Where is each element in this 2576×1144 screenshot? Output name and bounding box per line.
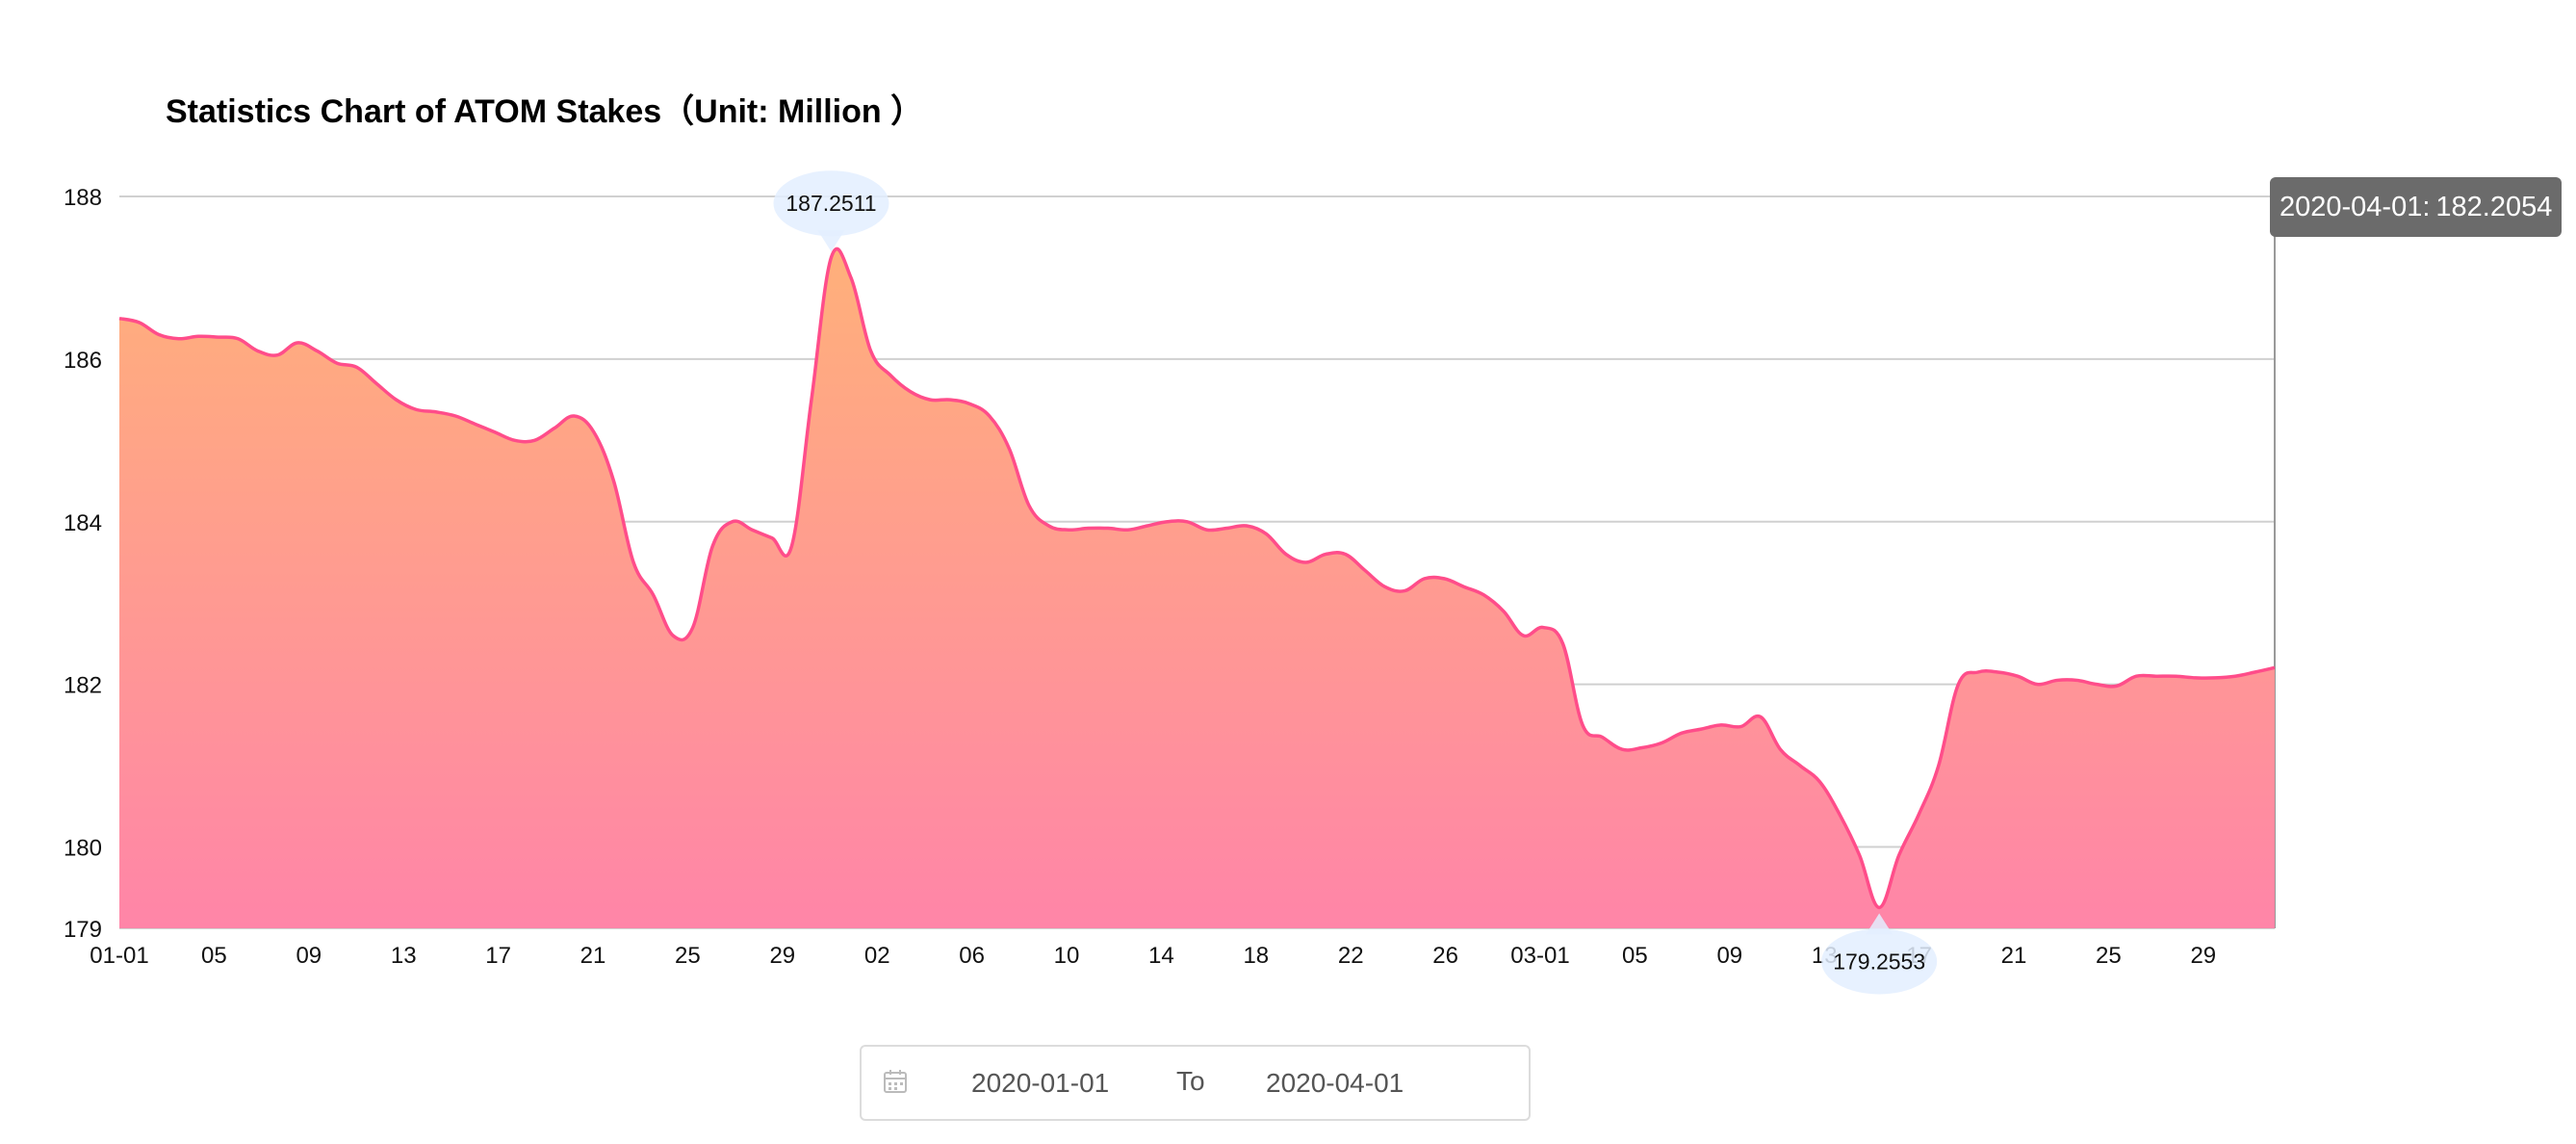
marker-label: 187.2511 bbox=[786, 191, 876, 216]
y-tick-label: 188 bbox=[64, 185, 102, 211]
x-tick-label: 29 bbox=[769, 943, 795, 969]
x-tick-label: 21 bbox=[2001, 943, 2027, 969]
tooltip-value: 182.2054 bbox=[2435, 192, 2553, 222]
x-tick-label: 22 bbox=[1338, 943, 1364, 969]
x-tick-label: 25 bbox=[2096, 943, 2122, 969]
x-tick-label: 03-01 bbox=[1510, 943, 1569, 969]
value-markers: 187.2511 179.2553 bbox=[773, 170, 1938, 995]
y-tick-label: 184 bbox=[64, 510, 102, 536]
chart-title: Statistics Chart of ATOM Stakes（Unit: Mi… bbox=[166, 93, 924, 130]
end-date-input[interactable]: 2020-04-01 bbox=[1266, 1068, 1404, 1098]
y-tick-label: 182 bbox=[64, 673, 102, 699]
x-tick-label: 09 bbox=[296, 943, 322, 969]
calendar-icon bbox=[884, 1070, 907, 1093]
date-range-separator: To bbox=[1176, 1066, 1205, 1096]
value-marker: 179.2553 bbox=[1821, 913, 1938, 995]
start-date-input[interactable]: 2020-01-01 bbox=[971, 1068, 1110, 1098]
x-tick-label: 29 bbox=[2190, 943, 2216, 969]
x-tick-label: 25 bbox=[675, 943, 701, 969]
date-range-picker[interactable]: 2020-01-01 To 2020-04-01 bbox=[860, 1045, 1531, 1121]
x-tick-label: 02 bbox=[864, 943, 890, 969]
x-tick-label: 05 bbox=[201, 943, 227, 969]
tooltip-date: 2020-04-01: bbox=[2280, 192, 2431, 222]
y-tick-label: 186 bbox=[64, 348, 102, 374]
x-tick-label: 17 bbox=[485, 943, 511, 969]
x-tick-label: 13 bbox=[391, 943, 417, 969]
series-area-fill bbox=[119, 248, 2275, 928]
marker-label: 179.2553 bbox=[1833, 949, 1925, 974]
series-area bbox=[118, 247, 2276, 928]
x-tick-label: 21 bbox=[580, 943, 606, 969]
value-marker: 187.2511 bbox=[773, 170, 889, 252]
hover-tooltip: 2020-04-01: 182.2054 bbox=[2270, 177, 2563, 237]
series-line bbox=[118, 247, 2276, 910]
x-tick-label: 10 bbox=[1054, 943, 1080, 969]
x-tick-label: 26 bbox=[1432, 943, 1458, 969]
x-tick-label: 01-01 bbox=[90, 943, 148, 969]
y-tick-label: 179 bbox=[64, 917, 102, 943]
x-tick-label: 14 bbox=[1148, 943, 1174, 969]
x-tick-label: 18 bbox=[1243, 943, 1269, 969]
x-tick-label: 05 bbox=[1622, 943, 1648, 969]
axis-labels: 179 180 182 184 186 188 01-01 05 09 13 17 21 25 29 02 0… bbox=[64, 185, 2216, 969]
x-tick-label: 09 bbox=[1716, 943, 1742, 969]
y-tick-label: 180 bbox=[64, 836, 102, 862]
x-tick-label: 06 bbox=[959, 943, 985, 969]
